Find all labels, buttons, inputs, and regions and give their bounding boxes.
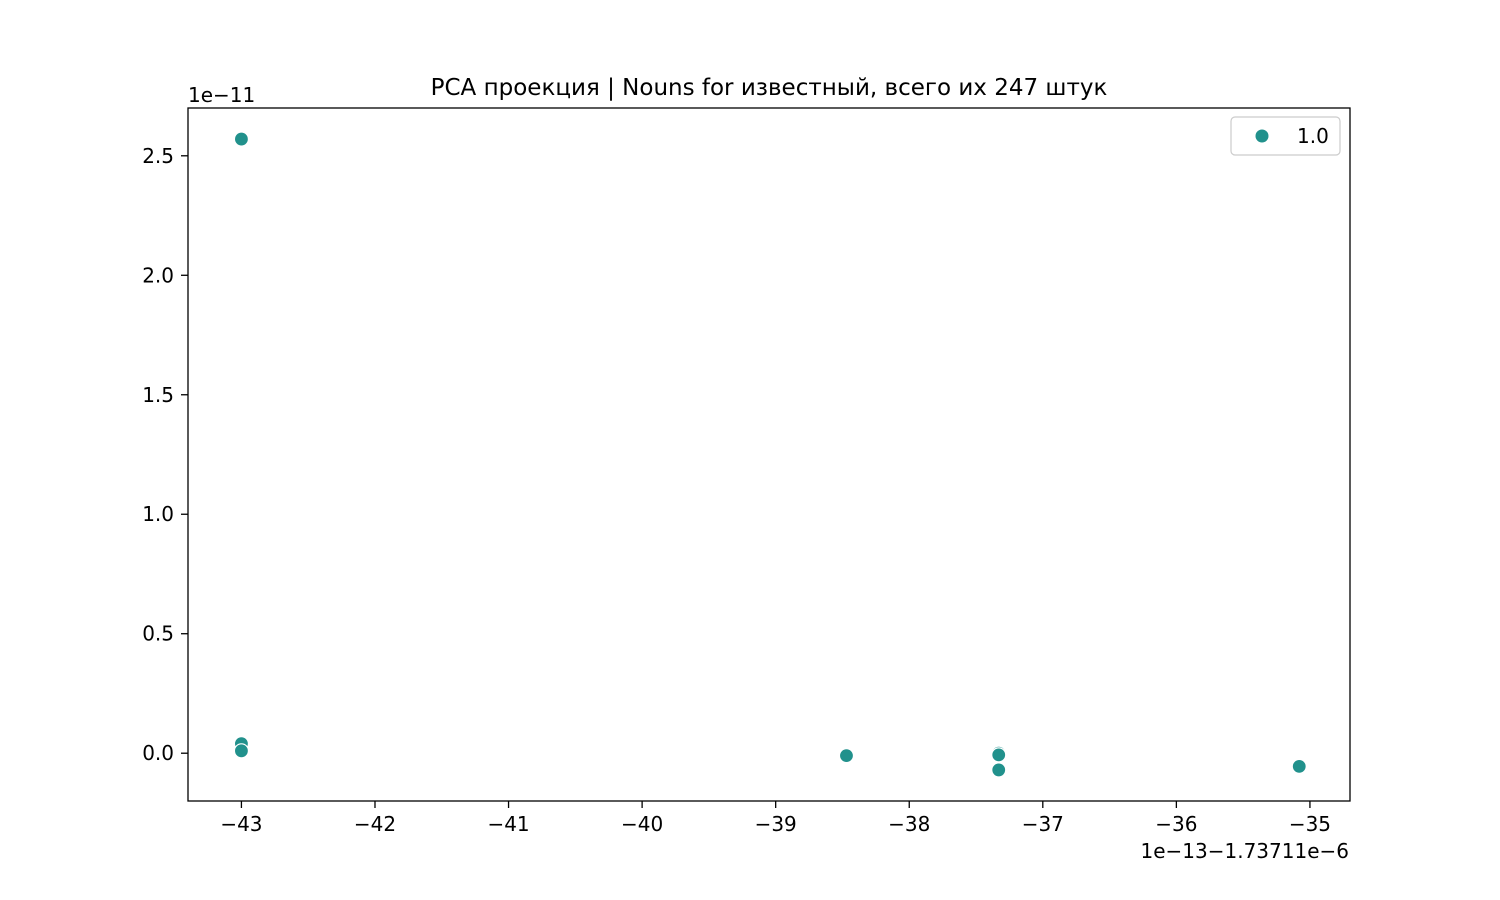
data-point [233, 131, 250, 147]
y-tick-label: 0.5 [142, 622, 174, 646]
data-point [1291, 758, 1307, 774]
x-tick-label: −42 [354, 812, 396, 836]
y-tick-label: 1.0 [142, 502, 174, 526]
chart-title: PCA проекция | Nouns for известный, всег… [431, 75, 1108, 101]
y-axis-offset-label: 1e−11 [188, 83, 255, 107]
data-point [233, 743, 250, 759]
x-tick-label: −35 [1289, 812, 1331, 836]
legend-box [1230, 116, 1341, 156]
plot-area-frame [187, 107, 1351, 802]
x-axis-ticks: −43 −42 −41 −40 −39 −38 −37 −36 −35 [220, 801, 1331, 836]
y-tick-label: 0.0 [142, 741, 174, 765]
x-tick-label: −38 [888, 812, 930, 836]
x-tick-label: −43 [220, 812, 262, 836]
x-tick-label: −40 [621, 812, 663, 836]
data-point [991, 747, 1007, 763]
legend: 1.0 [1230, 116, 1341, 156]
x-tick-label: −36 [1155, 812, 1197, 836]
data-point [991, 762, 1007, 778]
x-axis-offset-label: 1e−13−1.73711e−6 [1141, 839, 1350, 863]
y-tick-label: 2.0 [142, 263, 174, 287]
y-tick-label: 1.5 [142, 383, 174, 407]
x-tick-label: −37 [1022, 812, 1064, 836]
x-tick-label: −39 [755, 812, 797, 836]
y-tick-label: 2.5 [142, 144, 174, 168]
data-point [838, 747, 855, 764]
legend-label: 1.0 [1297, 124, 1329, 148]
y-axis-ticks: 0.0 0.5 1.0 1.5 2.0 2.5 [142, 144, 188, 765]
x-tick-label: −41 [487, 812, 529, 836]
data-points [233, 131, 1307, 778]
legend-marker [1255, 129, 1269, 143]
